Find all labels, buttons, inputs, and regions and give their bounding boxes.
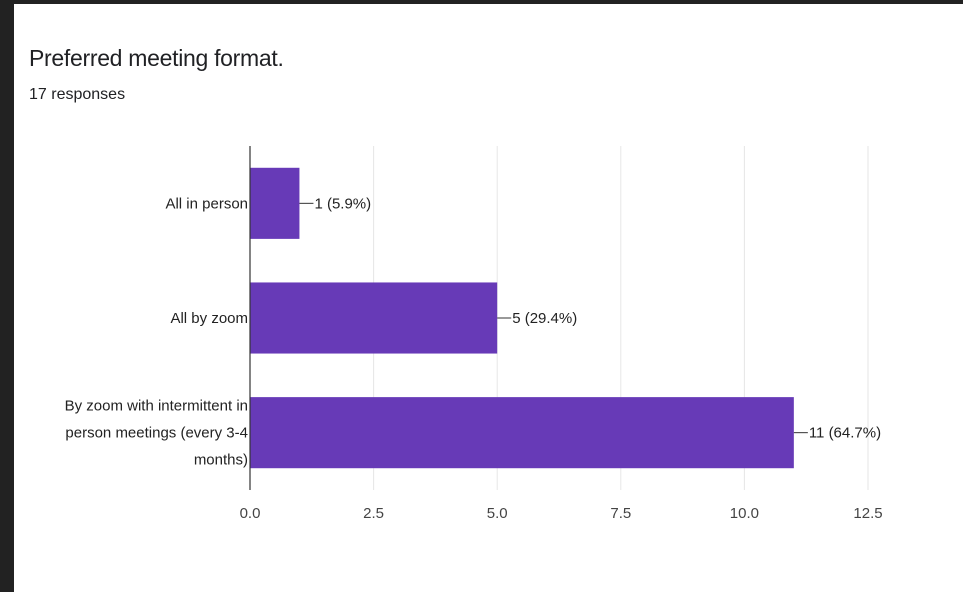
response-count: 17 responses	[29, 86, 126, 103]
category-label-line: months)	[194, 452, 248, 469]
category-label: All by zoom	[170, 310, 248, 327]
x-tick-label: 7.5	[610, 505, 631, 522]
data-label: 11 (64.7%)	[809, 425, 881, 442]
data-label: 1 (5.9%)	[314, 195, 371, 212]
category-label: All in person	[165, 195, 248, 212]
chart-title: Preferred meeting format.	[29, 45, 284, 71]
x-tick-label: 5.0	[487, 505, 508, 522]
category-label-line: All in person	[165, 195, 248, 212]
bar[interactable]	[250, 167, 300, 239]
bar[interactable]	[250, 397, 794, 469]
category-label-line: person meetings (every 3-4	[65, 425, 248, 442]
x-tick-label: 10.0	[730, 505, 759, 522]
category-label-line: All by zoom	[170, 310, 248, 327]
category-label: By zoom with intermittent in person meeti…	[65, 398, 248, 469]
data-label: 5 (29.4%)	[512, 310, 577, 327]
x-tick-label: 0.0	[240, 505, 261, 522]
x-tick-label: 12.5	[853, 505, 882, 522]
x-tick-label: 2.5	[363, 505, 384, 522]
bar[interactable]	[250, 282, 498, 354]
category-label-line: By zoom with intermittent in	[65, 398, 248, 415]
